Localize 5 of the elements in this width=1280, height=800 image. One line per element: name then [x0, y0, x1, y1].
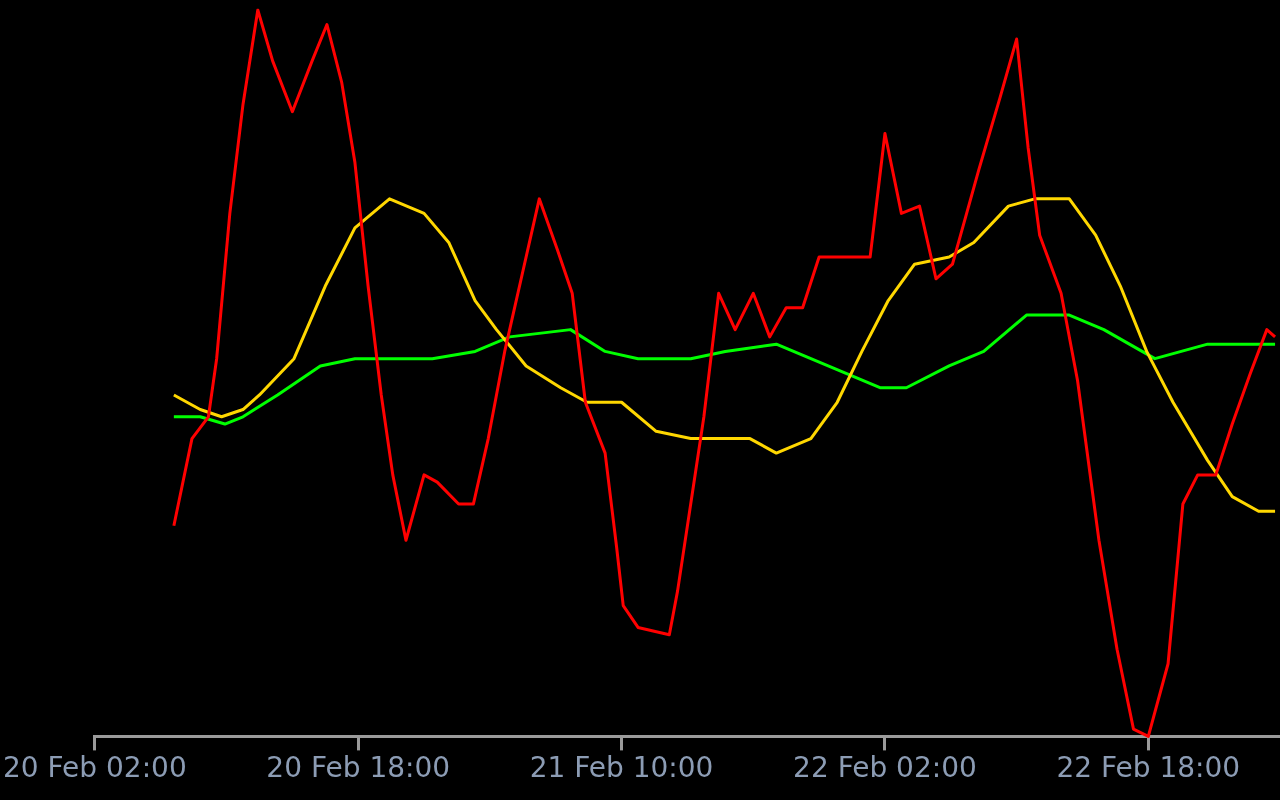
- x-tick-label: 20 Feb 18:00: [266, 751, 451, 785]
- x-tick-label: 22 Feb 02:00: [793, 751, 977, 785]
- x-tick-label: 21 Feb 10:00: [529, 751, 714, 785]
- x-tick-label: 22 Feb 18:00: [1056, 751, 1241, 785]
- x-tick-label: 20 Feb 02:00: [3, 751, 187, 785]
